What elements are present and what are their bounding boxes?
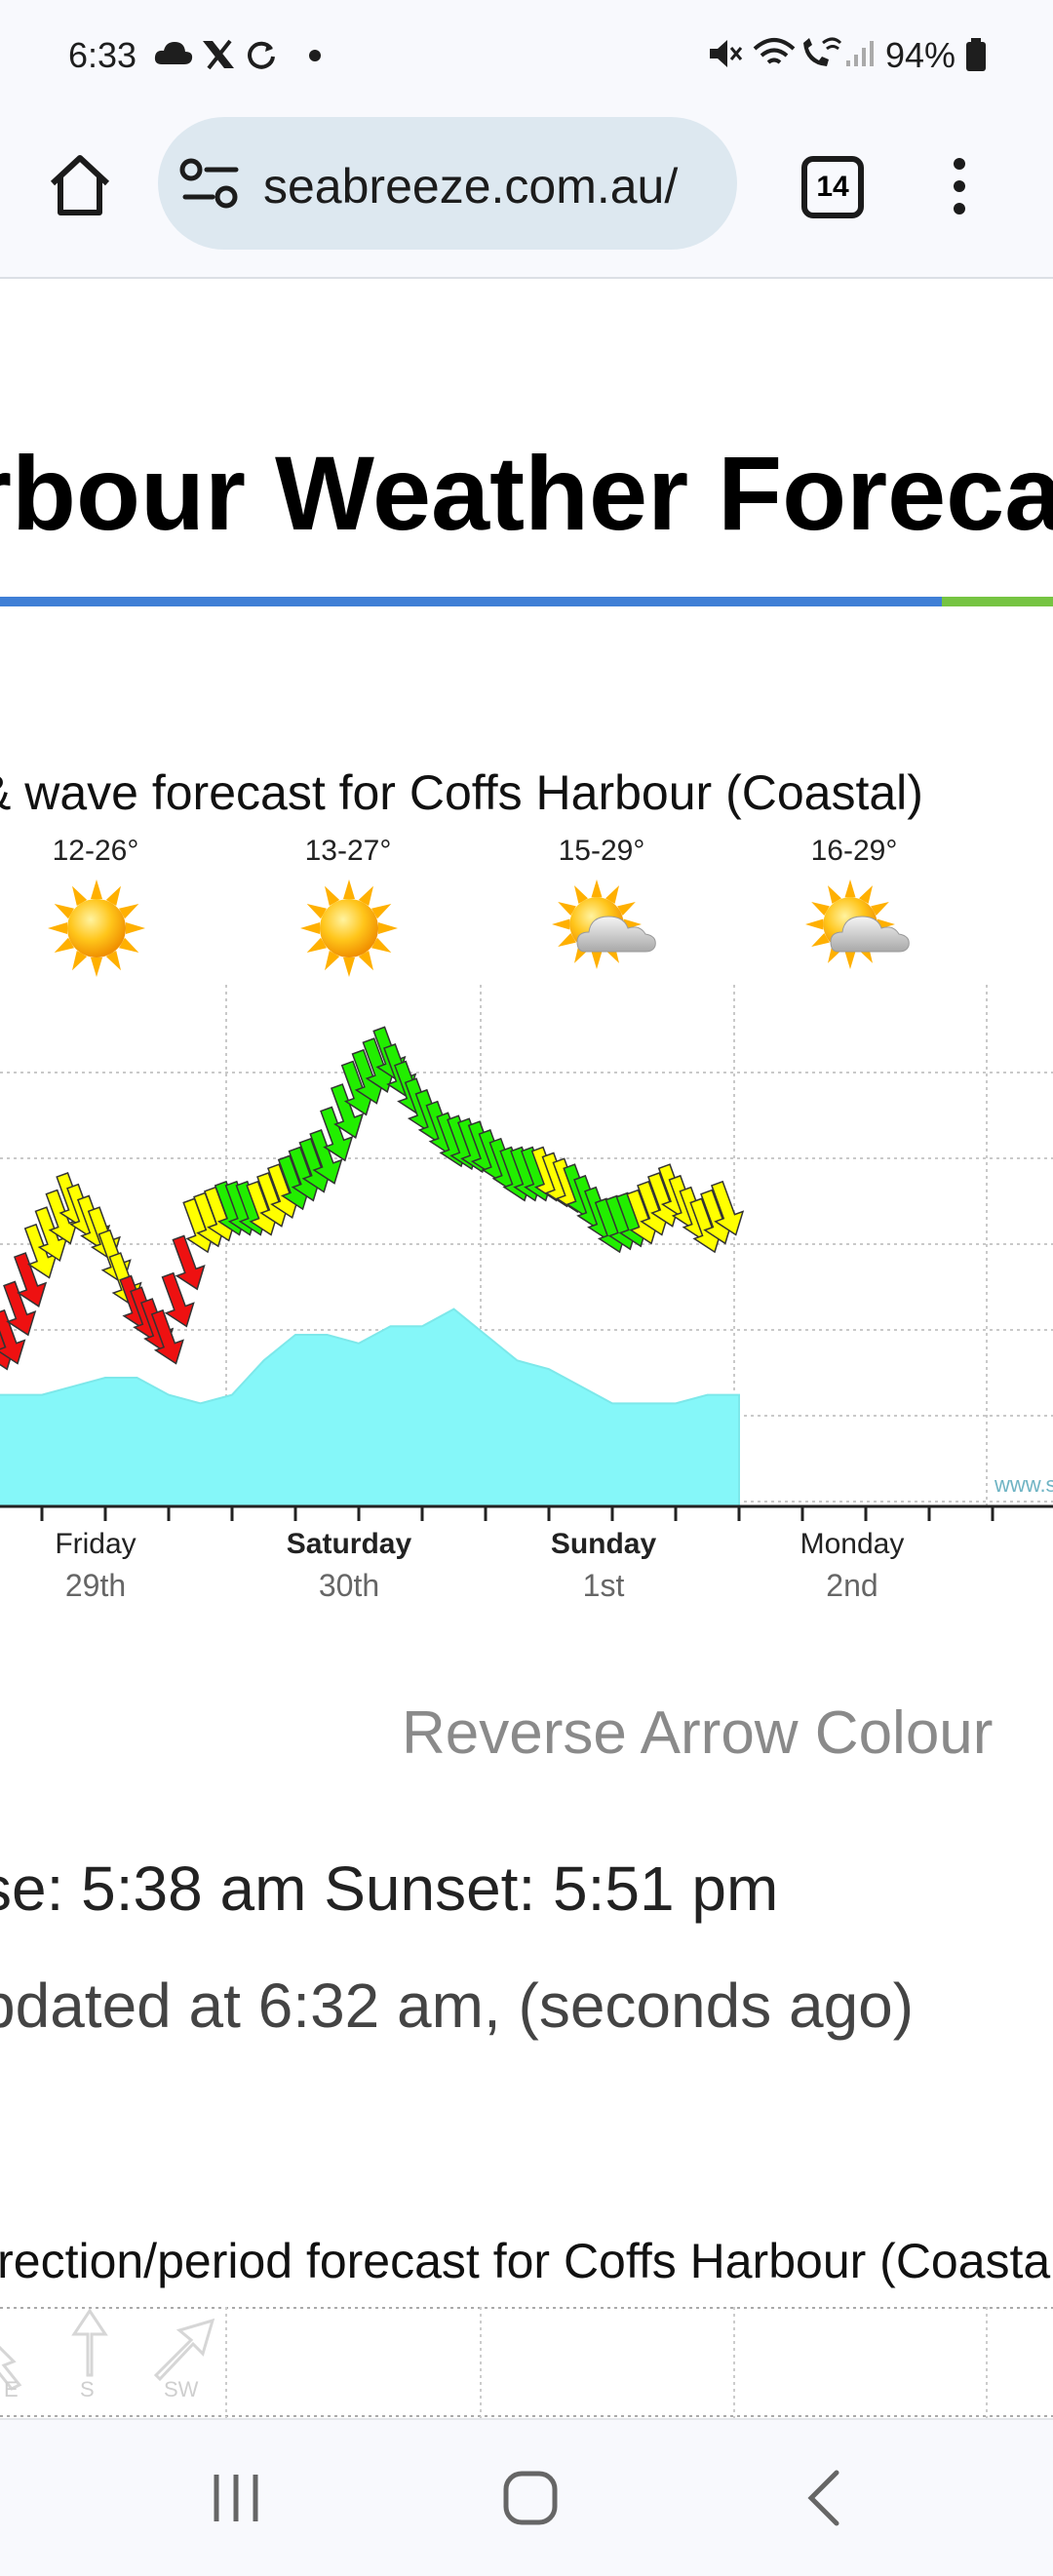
x-logo-icon [203, 39, 234, 70]
wind-arrow [309, 1129, 343, 1185]
direction-arrow-icon [153, 2318, 215, 2382]
wind-arrow [45, 1189, 79, 1245]
browser-toolbar: seabreeze.com.au/ 14 [0, 107, 1053, 279]
day-temp: 13-27° [304, 835, 392, 867]
direction-label: SW [164, 2377, 199, 2401]
sun-icon [300, 879, 398, 977]
wifi-call-icon [803, 37, 842, 66]
wind-arrow [637, 1180, 671, 1236]
wind-arrow [626, 1189, 660, 1245]
day-temp: 12-26° [52, 835, 139, 867]
wind-arrow [320, 1106, 354, 1162]
recent-apps-icon[interactable] [209, 2471, 263, 2525]
page-title: rbour Weather Foreca [0, 434, 1053, 552]
title-underline-green [942, 597, 1053, 606]
wind-arrow [0, 1308, 26, 1365]
wind-arrow [298, 1137, 332, 1193]
direction-arrow-icon [0, 2345, 22, 2391]
wind-arrow [710, 1180, 745, 1236]
wind-arrow [3, 1280, 37, 1337]
battery-icon [966, 38, 986, 71]
wind-arrow [150, 1308, 184, 1365]
site-settings-icon[interactable] [179, 156, 242, 213]
back-icon[interactable] [801, 2469, 844, 2527]
wind-arrow [700, 1189, 734, 1245]
wind-arrow [266, 1163, 301, 1220]
direction-label: S [80, 2377, 95, 2401]
battery-percent: 94% [885, 35, 956, 75]
wind-arrow [13, 1252, 48, 1308]
direction-period-chart: E S SW [0, 2307, 1053, 2418]
day-label: Sunday [550, 1528, 657, 1560]
watermark-text: www.s [994, 1472, 1053, 1497]
wind-arrow [689, 1197, 723, 1254]
cloud-icon [154, 42, 193, 64]
wind-arrow [256, 1172, 291, 1228]
sun-cloud-icon [805, 879, 910, 969]
updated-time-text: pdated at 6:32 am, (seconds ago) [0, 1971, 915, 2041]
wind-arrow [351, 1048, 385, 1105]
url-text[interactable]: seabreeze.com.au/ [263, 159, 679, 214]
title-underline-blue [0, 597, 942, 606]
status-time: 6:33 [68, 35, 137, 75]
home-nav-icon[interactable] [501, 2469, 560, 2527]
wind-arrow [288, 1146, 322, 1202]
signal-icon [846, 41, 874, 66]
dot-icon [309, 50, 321, 61]
wind-wave-chart[interactable]: www.s [0, 975, 1053, 1521]
chart2-title: irection/period forecast for Coffs Harbo… [0, 2234, 1051, 2288]
sun-cloud-icon [552, 879, 656, 969]
wind-arrow [362, 1037, 396, 1093]
day-date: 30th [318, 1568, 380, 1603]
day-date: 29th [64, 1568, 127, 1603]
day-date: 2nd [826, 1568, 878, 1603]
status-bar: 6:33 94% [0, 0, 1053, 107]
wind-arrow [340, 1060, 374, 1116]
more-menu-icon[interactable] [948, 154, 971, 218]
wind-arrow [161, 1271, 195, 1328]
day-label: Friday [55, 1528, 136, 1560]
day-label: Monday [800, 1528, 905, 1560]
day-temp: 15-29° [558, 835, 645, 867]
wind-arrow [23, 1223, 58, 1279]
wifi-icon [753, 38, 796, 64]
direction-label: E [4, 2377, 19, 2401]
sun-icon [48, 879, 145, 977]
mute-icon [710, 40, 743, 67]
tab-switcher-button[interactable]: 14 [801, 156, 864, 218]
day-temp: 16-29° [810, 835, 898, 867]
sync-icon [248, 41, 275, 69]
wind-arrow [330, 1083, 365, 1139]
weather-icons-row [48, 879, 910, 977]
day-date: 1st [582, 1568, 625, 1603]
direction-arrow-icon [71, 2308, 108, 2377]
home-icon[interactable] [47, 152, 113, 218]
chart-title: & wave forecast for Coffs Harbour (Coast… [0, 765, 923, 820]
wind-arrow [277, 1154, 311, 1211]
day-label: Saturday [286, 1528, 412, 1560]
wind-arrow [172, 1234, 206, 1291]
system-nav-bar [0, 2418, 1053, 2576]
sunrise-sunset-text: se: 5:38 am Sunset: 5:51 pm [0, 1854, 779, 1924]
wave-height-area [0, 1308, 740, 1507]
wind-arrow [246, 1180, 280, 1236]
wind-arrow [34, 1206, 68, 1263]
reverse-arrow-colour-link[interactable]: Reverse Arrow Colour [402, 1699, 994, 1767]
address-bar[interactable]: seabreeze.com.au/ [158, 117, 737, 250]
